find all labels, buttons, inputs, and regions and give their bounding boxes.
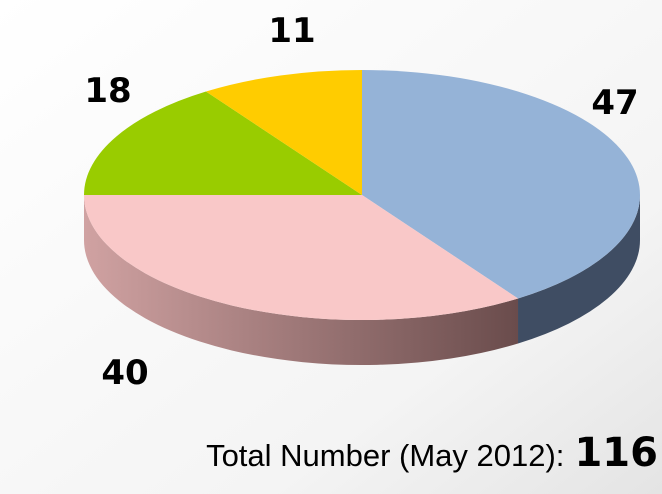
slice-side	[84, 195, 519, 366]
pie	[84, 70, 641, 366]
slice	[205, 70, 362, 195]
total-label: Total Number (May 2012):	[206, 438, 564, 473]
value-label: 11	[268, 11, 315, 51]
value-label: 47	[591, 83, 638, 123]
value-label: 40	[101, 353, 148, 393]
total-value: 116	[574, 430, 658, 476]
slice	[84, 195, 519, 320]
slice-side	[518, 195, 640, 344]
total-text: Total Number (May 2012): 116	[206, 430, 658, 476]
value-label: 18	[84, 71, 131, 111]
slice	[84, 91, 362, 195]
slice	[362, 70, 641, 299]
